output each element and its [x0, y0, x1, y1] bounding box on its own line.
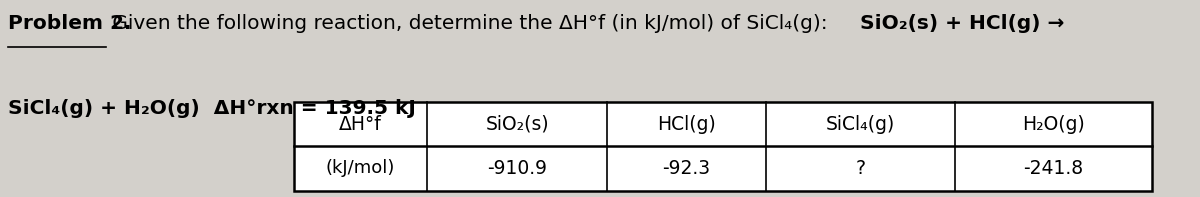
Text: (kJ/mol): (kJ/mol): [326, 159, 395, 177]
Bar: [294, 102, 1152, 191]
Text: H₂O(g): H₂O(g): [1022, 115, 1085, 134]
Text: SiCl₄(g): SiCl₄(g): [826, 115, 895, 134]
Text: -241.8: -241.8: [1024, 159, 1084, 178]
Text: Problem 2.: Problem 2.: [8, 14, 132, 33]
Text: ΔH°f: ΔH°f: [340, 115, 382, 134]
Text: -910.9: -910.9: [487, 159, 547, 178]
Text: SiO₂(s) + HCl(g) →: SiO₂(s) + HCl(g) →: [846, 14, 1064, 33]
Text: SiCl₄(g) + H₂O(g)  ΔH°rxn = 139.5 kJ: SiCl₄(g) + H₂O(g) ΔH°rxn = 139.5 kJ: [8, 98, 416, 117]
Text: SiO₂(s): SiO₂(s): [485, 115, 548, 134]
Text: HCl(g): HCl(g): [658, 115, 716, 134]
Text: Given the following reaction, determine the ΔH°f (in kJ/mol) of SiCl₄(g):: Given the following reaction, determine …: [106, 14, 827, 33]
Text: -92.3: -92.3: [662, 159, 710, 178]
Text: ?: ?: [856, 159, 865, 178]
